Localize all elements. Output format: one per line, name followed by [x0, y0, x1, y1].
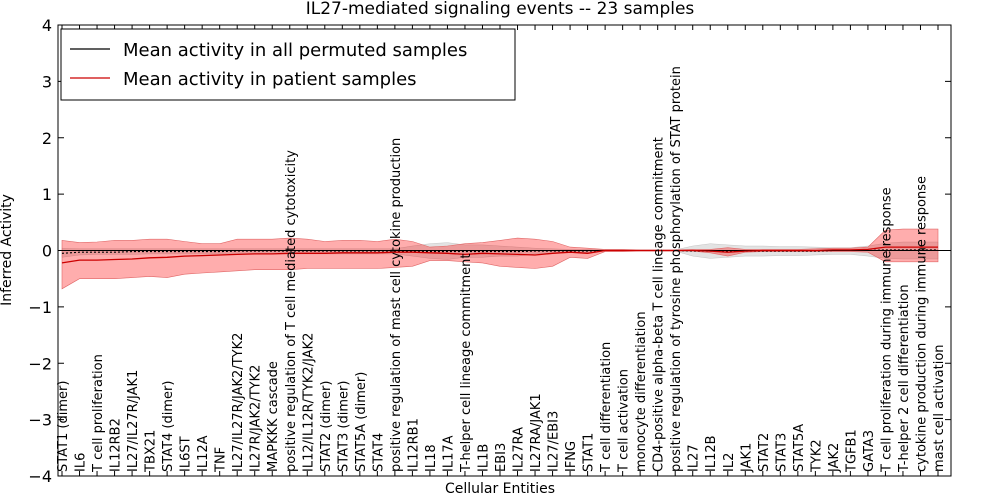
x-tick-label-10: IL27/IL27R/JAK2/TYK2	[231, 333, 246, 472]
x-tick-label-41: STAT3	[774, 433, 789, 472]
x-tick-label-25: EBI3	[494, 443, 509, 472]
y-tick-label-7: 3	[42, 72, 52, 91]
x-tick-label-22: IL17A	[441, 435, 456, 472]
x-tick-label-18: STAT4	[371, 433, 386, 472]
y-tick-label-6: 2	[42, 129, 52, 148]
x-tick-label-19: positive regulation of mast cell cytokin…	[389, 138, 404, 472]
x-tick-label-8: IL12A	[196, 435, 211, 472]
x-tick-label-26: IL27RA	[512, 427, 527, 472]
x-tick-label-39: JAK1	[739, 443, 754, 473]
x-tick-label-34: CD4-positive alpha-beta T cell lineage c…	[652, 137, 667, 472]
x-tick-label-3: IL12RB2	[109, 418, 124, 472]
x-tick-label-27: IL27RA/JAK1	[529, 393, 544, 472]
x-tick-label-16: STAT3 (dimer)	[336, 381, 351, 472]
x-tick-label-45: TGFB1	[844, 429, 859, 473]
x-tick-label-17: STAT5A (dimer)	[354, 372, 369, 472]
x-tick-label-6: STAT4 (dimer)	[161, 381, 176, 472]
y-tick-label-1: −3	[28, 411, 52, 430]
y-tick-label-3: −1	[28, 298, 52, 317]
x-tick-label-36: IL27	[687, 444, 702, 472]
legend-box	[60, 28, 516, 101]
x-tick-label-48: T-helper 2 cell differentiation	[897, 284, 912, 473]
x-tick-label-1: IL6	[74, 453, 89, 472]
x-tick-label-12: MAPKKK cascade	[266, 361, 281, 472]
x-tick-label-5: TBX21	[144, 430, 159, 473]
x-tick-label-13: positive regulation of T cell mediated c…	[284, 150, 299, 472]
x-tick-label-32: T cell activation	[617, 369, 632, 473]
y-tick-label-4: 0	[42, 242, 52, 261]
x-tick-label-46: GATA3	[862, 430, 877, 472]
y-tick-label-2: −2	[28, 354, 52, 373]
legend: Mean activity in all permuted samples Me…	[60, 28, 516, 101]
x-axis-label: Cellular Entities	[445, 481, 555, 497]
x-tick-label-20: IL12RB1	[406, 418, 421, 472]
x-tick-label-40: STAT2	[757, 433, 772, 472]
x-tick-label-14: IL12/IL12R/TYK2/JAK2	[301, 333, 316, 472]
x-axis: STAT1 (dimer) IL6 T cell proliferation IL12…	[56, 25, 947, 476]
x-tick-label-44: JAK2	[827, 443, 842, 473]
band-patient	[61, 228, 939, 290]
x-tick-label-50: mast cell activation	[932, 344, 947, 472]
y-tick-label-8: 4	[42, 16, 52, 35]
y-axis: −4 −3 −2 −1 0 1 2 3 4	[28, 16, 951, 486]
lines-layer	[58, 246, 951, 264]
bands-layer	[61, 228, 939, 290]
y-axis-label: Inferred Activity	[0, 194, 15, 306]
x-tick-label-21: IL18	[424, 444, 439, 472]
x-tick-label-15: STAT2 (dimer)	[319, 381, 334, 472]
x-tick-label-9: TNF	[214, 447, 229, 473]
x-tick-label-31: T cell differentiation	[599, 342, 614, 473]
line-patient	[61, 246, 938, 264]
x-tick-label-47: T cell proliferation during immune respo…	[879, 187, 894, 473]
x-tick-label-0: STAT1 (dimer)	[56, 381, 71, 472]
x-tick-label-28: IL27/EBI3	[547, 411, 562, 472]
x-tick-label-11: IL27R/JAK2/TYK2	[249, 365, 264, 472]
x-tick-label-7: IL6ST	[179, 436, 194, 472]
x-tick-label-38: IL2	[722, 453, 737, 472]
x-tick-label-33: monocyte differentiation	[634, 311, 649, 472]
x-tick-label-23: T-helper cell lineage commitment	[459, 254, 474, 473]
x-tick-label-43: TYK2	[809, 439, 824, 473]
x-tick-label-2: T cell proliferation	[91, 354, 106, 473]
y-tick-label-0: −4	[28, 467, 52, 486]
legend-label-patient: Mean activity in patient samples	[123, 69, 417, 90]
x-tick-label-29: IFNG	[564, 441, 579, 472]
legend-label-permuted: Mean activity in all permuted samples	[123, 40, 467, 61]
x-tick-label-4: IL27/IL27R/JAK1	[126, 370, 141, 472]
chart-title: IL27-mediated signaling events -- 23 sam…	[306, 0, 695, 19]
x-tick-label-30: STAT1	[582, 433, 597, 472]
x-tick-label-24: IL1B	[477, 444, 492, 472]
x-tick-label-37: IL12B	[704, 435, 719, 472]
y-tick-label-5: 1	[42, 185, 52, 204]
x-tick-label-35: positive regulation of tyrosine phosphor…	[669, 66, 684, 472]
x-tick-label-49: cytokine production during immune respon…	[915, 176, 930, 472]
x-tick-label-42: STAT5A	[792, 424, 807, 472]
